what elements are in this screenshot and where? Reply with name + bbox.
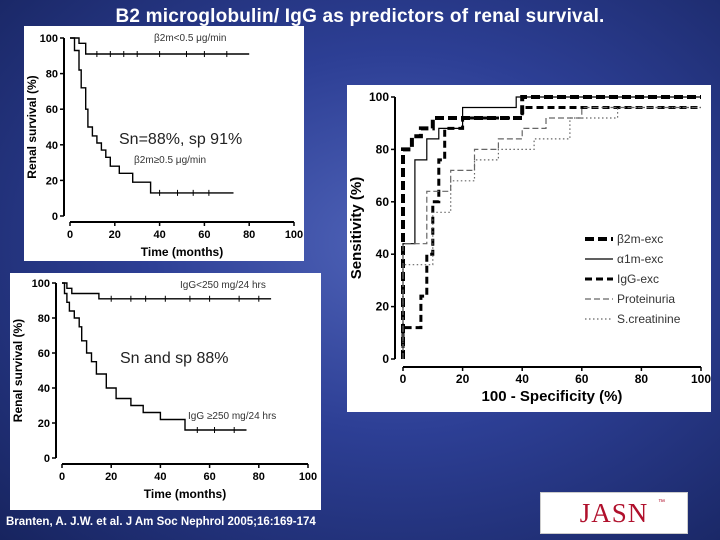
roc-legend-label-3: IgG-exc <box>617 272 659 286</box>
roc-y-tick-label: 0 <box>382 352 389 366</box>
igg-y-tick-label: 40 <box>38 383 50 395</box>
b2m-series-label-2: β2m≥0.5 μg/min <box>134 155 206 166</box>
roc-y-tick-label: 40 <box>376 247 390 261</box>
b2m-survival-chart: 0 20 40 60 80 100 0 20 40 60 80 100 Time (months) Ren… <box>24 26 304 261</box>
igg-series-line-1 <box>62 282 272 300</box>
igg-x-tick-label: 60 <box>203 471 215 483</box>
igg-y-tick-label: 80 <box>38 313 50 325</box>
b2m-x-tick-label: 60 <box>198 229 210 241</box>
igg-x-tick-label: 0 <box>59 471 65 483</box>
b2m-x-tick-label: 20 <box>109 229 121 241</box>
jasn-logo: JASN ™ <box>540 492 688 534</box>
citation: Branten, A. J.W. et al. J Am Soc Nephrol… <box>6 516 316 528</box>
igg-series-label-2: IgG ≥250 mg/24 hrs <box>188 411 276 422</box>
b2m-y-tick-label: 100 <box>40 33 58 45</box>
roc-legend-label-5: S.creatinine <box>617 312 681 326</box>
igg-x-tick-label: 20 <box>105 471 117 483</box>
igg-series-line-2 <box>62 282 247 431</box>
b2m-x-axis-label: Time (months) <box>141 245 223 259</box>
igg-series-label-1: IgG<250 mg/24 hrs <box>180 280 266 291</box>
b2m-annotation: Sn=88%, sp 91% <box>119 131 243 148</box>
igg-x-tick-label: 40 <box>154 471 166 483</box>
b2m-series-line-2 <box>70 37 234 194</box>
b2m-y-tick-label: 0 <box>52 211 58 223</box>
igg-survival-chart: 0 20 40 60 80 100 0 20 40 60 80 100 Time (months) Ren… <box>10 273 321 510</box>
roc-x-axis-label: 100 - Specificity (%) <box>482 388 623 405</box>
b2m-y-tick-label: 20 <box>46 175 58 187</box>
igg-y-tick-label: 0 <box>44 453 50 465</box>
roc-series-line-3 <box>401 106 701 359</box>
roc-x-tick-label: 40 <box>516 372 530 386</box>
roc-legend-label-2: α1m-exc <box>617 252 663 266</box>
roc-y-tick-label: 20 <box>376 300 390 314</box>
b2m-series-line-1 <box>70 37 250 55</box>
jasn-logo-mark: ™ <box>658 499 665 506</box>
igg-y-axis-label: Renal survival (%) <box>11 319 25 422</box>
roc-y-tick-label: 60 <box>376 195 390 209</box>
jasn-logo-text: JASN <box>579 498 649 528</box>
igg-x-tick-label: 80 <box>253 471 265 483</box>
slide-title: B2 microglobulin/ IgG as predictors of r… <box>115 6 605 27</box>
igg-annotation: Sn and sp 88% <box>120 350 229 367</box>
b2m-survival-plot: 0 20 40 60 80 100 0 20 40 60 80 100 Time (months) Ren… <box>25 33 303 259</box>
roc-x-tick-label: 60 <box>575 372 589 386</box>
igg-survival-plot: 0 20 40 60 80 100 0 20 40 60 80 100 Time (months) Ren… <box>11 278 317 501</box>
roc-chart: 0 20 40 60 80 100 0 20 40 60 80 100 100 - Specificit… <box>347 85 711 412</box>
roc-y-tick-label: 80 <box>376 142 390 156</box>
roc-plot: 0 20 40 60 80 100 0 20 40 60 80 100 100 - Specificit… <box>348 90 711 405</box>
igg-y-tick-label: 20 <box>38 418 50 430</box>
roc-x-tick-label: 80 <box>635 372 649 386</box>
roc-x-tick-label: 100 <box>691 372 711 386</box>
igg-x-axis-label: Time (months) <box>144 487 226 501</box>
igg-x-tick-label: 100 <box>299 471 317 483</box>
roc-legend-label-4: Proteinuria <box>617 292 675 306</box>
b2m-x-tick-label: 0 <box>67 229 73 241</box>
b2m-y-axis-label: Renal survival (%) <box>25 75 39 178</box>
b2m-series-label-1: β2m<0.5 μg/min <box>154 33 226 44</box>
roc-y-tick-label: 100 <box>369 90 389 104</box>
igg-y-tick-label: 100 <box>32 278 50 290</box>
b2m-x-tick-label: 100 <box>285 229 303 241</box>
roc-series-line-4 <box>402 106 701 359</box>
roc-legend-label-1: β2m-exc <box>617 232 663 246</box>
b2m-x-tick-label: 40 <box>153 229 165 241</box>
b2m-y-tick-label: 40 <box>46 140 58 152</box>
igg-y-tick-label: 60 <box>38 348 50 360</box>
b2m-x-tick-label: 80 <box>243 229 255 241</box>
roc-x-tick-label: 0 <box>400 372 407 386</box>
b2m-y-tick-label: 60 <box>46 104 58 116</box>
roc-y-axis-label: Sensitivity (%) <box>348 177 365 280</box>
roc-x-tick-label: 20 <box>456 372 470 386</box>
b2m-y-tick-label: 80 <box>46 69 58 81</box>
